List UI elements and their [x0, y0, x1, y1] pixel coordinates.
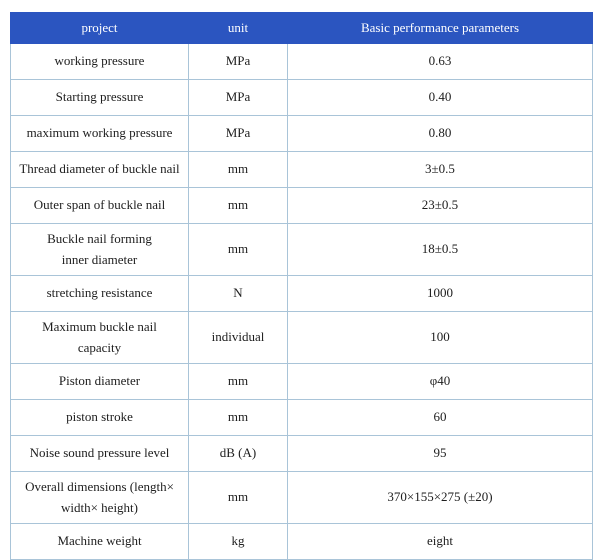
- unit-cell: mm: [188, 471, 288, 524]
- project-cell: Piston diameter: [10, 363, 189, 400]
- table-row: Noise sound pressure level dB (A) 95: [10, 435, 593, 472]
- value-cell: 370×155×275 (±20): [287, 471, 593, 524]
- project-cell: piston stroke: [10, 399, 189, 436]
- unit-cell: individual: [188, 311, 288, 364]
- spec-table-container: project unit Basic performance parameter…: [10, 12, 593, 560]
- value-cell: 60: [287, 399, 593, 436]
- project-cell: Noise sound pressure level: [10, 435, 189, 472]
- table-row: Machine weight kg eight: [10, 523, 593, 560]
- value-cell: 3±0.5: [287, 151, 593, 188]
- unit-cell: dB (A): [188, 435, 288, 472]
- unit-cell: mm: [188, 363, 288, 400]
- table-row: piston stroke mm 60: [10, 399, 593, 436]
- unit-cell: MPa: [188, 43, 288, 80]
- table-row: Thread diameter of buckle nail mm 3±0.5: [10, 151, 593, 188]
- unit-cell: MPa: [188, 79, 288, 116]
- project-cell: Overall dimensions (length× width× heigh…: [10, 471, 189, 524]
- value-cell: eight: [287, 523, 593, 560]
- project-cell: Buckle nail forming inner diameter: [10, 223, 189, 276]
- table-row: Starting pressure MPa 0.40: [10, 79, 593, 116]
- value-cell: 1000: [287, 275, 593, 312]
- value-cell: 18±0.5: [287, 223, 593, 276]
- project-cell: Maximum buckle nail capacity: [10, 311, 189, 364]
- header-row: project unit Basic performance parameter…: [10, 12, 593, 44]
- project-cell: maximum working pressure: [10, 115, 189, 152]
- project-cell: stretching resistance: [10, 275, 189, 312]
- value-cell: 0.40: [287, 79, 593, 116]
- value-cell: φ40: [287, 363, 593, 400]
- table-row: Maximum buckle nail capacity individual …: [10, 311, 593, 364]
- unit-cell: mm: [188, 187, 288, 224]
- table-row: Overall dimensions (length× width× heigh…: [10, 471, 593, 524]
- value-cell: 0.63: [287, 43, 593, 80]
- column-header-unit: unit: [188, 12, 288, 44]
- table-row: working pressure MPa 0.63: [10, 43, 593, 80]
- project-cell: Outer span of buckle nail: [10, 187, 189, 224]
- value-cell: 0.80: [287, 115, 593, 152]
- unit-cell: kg: [188, 523, 288, 560]
- unit-cell: N: [188, 275, 288, 312]
- table-row: Outer span of buckle nail mm 23±0.5: [10, 187, 593, 224]
- value-cell: 100: [287, 311, 593, 364]
- unit-cell: mm: [188, 399, 288, 436]
- parameters-table: project unit Basic performance parameter…: [10, 12, 593, 560]
- unit-cell: MPa: [188, 115, 288, 152]
- project-cell: Thread diameter of buckle nail: [10, 151, 189, 188]
- column-header-value: Basic performance parameters: [287, 12, 593, 44]
- column-header-project: project: [10, 12, 189, 44]
- table-header: project unit Basic performance parameter…: [10, 12, 593, 44]
- table-row: Piston diameter mm φ40: [10, 363, 593, 400]
- value-cell: 95: [287, 435, 593, 472]
- project-cell: Machine weight: [10, 523, 189, 560]
- table-body: working pressure MPa 0.63 Starting press…: [10, 43, 593, 560]
- table-row: stretching resistance N 1000: [10, 275, 593, 312]
- unit-cell: mm: [188, 223, 288, 276]
- table-row: maximum working pressure MPa 0.80: [10, 115, 593, 152]
- unit-cell: mm: [188, 151, 288, 188]
- value-cell: 23±0.5: [287, 187, 593, 224]
- project-cell: Starting pressure: [10, 79, 189, 116]
- project-cell: working pressure: [10, 43, 189, 80]
- table-row: Buckle nail forming inner diameter mm 18…: [10, 223, 593, 276]
